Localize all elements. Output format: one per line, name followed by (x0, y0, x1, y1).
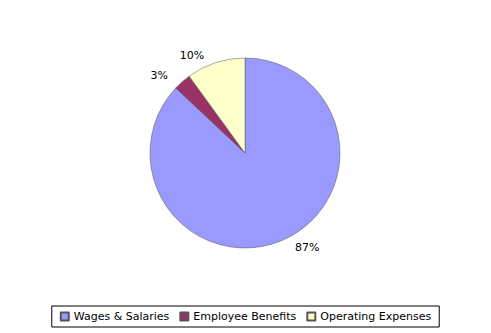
svg-text:87%: 87% (295, 241, 319, 254)
svg-text:Operating Expenses: Operating Expenses (320, 310, 431, 323)
svg-text:10%: 10% (180, 49, 204, 62)
svg-text:Wages & Salaries: Wages & Salaries (74, 310, 170, 323)
svg-text:3%: 3% (150, 69, 167, 82)
svg-text:Employee Benefits: Employee Benefits (193, 310, 296, 323)
